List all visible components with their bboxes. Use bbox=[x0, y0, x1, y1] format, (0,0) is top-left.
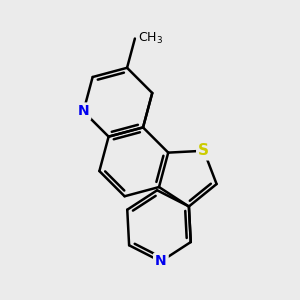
Text: $\mathsf{CH_3}$: $\mathsf{CH_3}$ bbox=[138, 31, 163, 46]
Text: S: S bbox=[198, 143, 209, 158]
Text: N: N bbox=[78, 104, 89, 118]
Text: N: N bbox=[155, 254, 167, 268]
